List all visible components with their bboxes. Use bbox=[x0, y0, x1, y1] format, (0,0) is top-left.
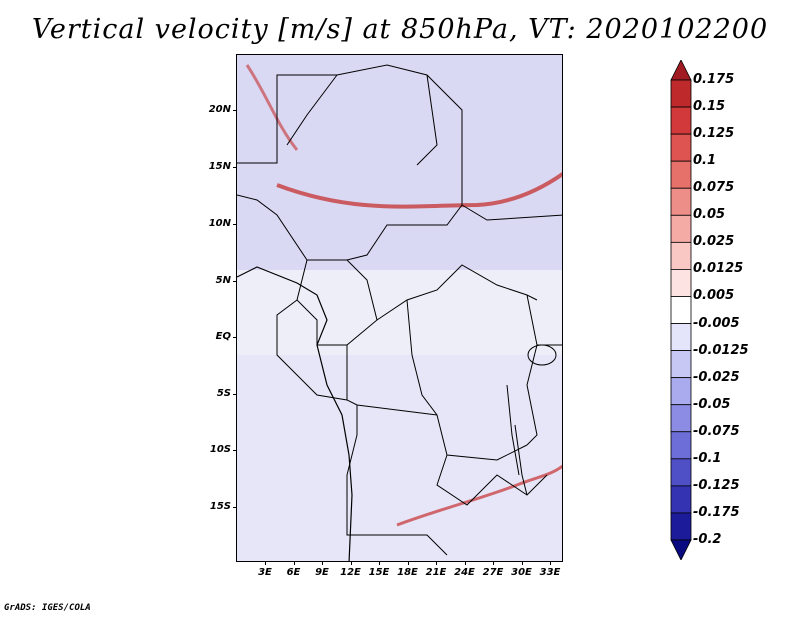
colorbar-label: 0.175 bbox=[693, 72, 735, 87]
lat-tick bbox=[233, 167, 237, 168]
lon-label: 30E bbox=[511, 567, 532, 578]
lat-tick bbox=[233, 110, 237, 111]
lon-label: 21E bbox=[425, 567, 447, 578]
software-credit: GrADS: IGES/COLA bbox=[4, 603, 91, 613]
lat-tick bbox=[233, 224, 237, 225]
lat-label: 5S bbox=[216, 388, 231, 399]
colorbar-label: 0.025 bbox=[693, 234, 735, 250]
colorbar-label: -0.005 bbox=[693, 315, 740, 331]
lat-tick bbox=[233, 507, 237, 508]
vertical-velocity-field bbox=[237, 55, 562, 561]
colorbar-label: -0.1 bbox=[693, 450, 722, 466]
colorbar-bin bbox=[670, 323, 692, 351]
lat-label: EQ bbox=[215, 331, 231, 342]
colorbar-label: 0.0125 bbox=[693, 261, 744, 277]
colorbar-bin bbox=[670, 458, 692, 487]
colorbar-bin bbox=[670, 296, 692, 324]
colorbar-label: 0.075 bbox=[693, 180, 735, 196]
lat-label: 20N bbox=[208, 104, 231, 115]
coastline bbox=[237, 266, 353, 561]
lon-label: 24E bbox=[454, 567, 475, 578]
lon-tick bbox=[521, 561, 523, 565]
colorbar-bin bbox=[670, 79, 692, 108]
lon-tick bbox=[379, 561, 380, 565]
strong-ascent-band-2 bbox=[396, 464, 562, 527]
lat-label: 15N bbox=[208, 161, 231, 172]
lat-tick bbox=[233, 337, 237, 338]
lon-tick bbox=[265, 561, 266, 565]
chart-title: Vertical velocity [m/s] at 850hPa, VT: 2… bbox=[31, 14, 769, 45]
lon-label: 12E bbox=[340, 567, 361, 578]
lon-label: 27E bbox=[482, 567, 504, 578]
colorbar-bin bbox=[670, 133, 692, 162]
colorbar-top-arrow bbox=[670, 60, 692, 81]
strong-ascent-band bbox=[276, 171, 562, 209]
colorbar-label: 0.005 bbox=[693, 288, 735, 304]
lon-tick bbox=[436, 561, 437, 565]
colorbar-label: -0.125 bbox=[693, 477, 740, 493]
colorbar-bin bbox=[670, 241, 692, 270]
colorbar-label: -0.2 bbox=[693, 532, 722, 547]
lat-label: 15S bbox=[209, 501, 231, 512]
colorbar-label: -0.075 bbox=[693, 423, 740, 439]
strong-ascent-band-3 bbox=[245, 64, 299, 151]
lon-tick bbox=[550, 561, 551, 565]
lon-tick bbox=[322, 561, 323, 565]
colorbar-bin bbox=[670, 214, 692, 243]
colorbar-label: -0.175 bbox=[693, 504, 740, 520]
lon-label: 18E bbox=[397, 567, 418, 578]
lon-label: 3E bbox=[258, 567, 272, 578]
colorbar bbox=[670, 60, 692, 560]
colorbar-label: 0.05 bbox=[693, 207, 726, 223]
lakes bbox=[506, 344, 557, 496]
colorbar-label: 0.125 bbox=[693, 126, 735, 142]
lat-label: 10S bbox=[209, 444, 231, 455]
colorbar-label: -0.0125 bbox=[693, 342, 749, 358]
colorbar-label: -0.05 bbox=[693, 396, 731, 412]
colorbar-bin bbox=[670, 187, 692, 216]
lon-label: 15E bbox=[368, 567, 390, 578]
lon-tick bbox=[407, 561, 409, 565]
lat-tick bbox=[233, 281, 237, 282]
colorbar-bin bbox=[670, 269, 692, 297]
lon-label: 33E bbox=[539, 567, 561, 578]
lon-tick bbox=[464, 561, 466, 565]
colorbar-bin bbox=[670, 160, 692, 189]
colorbar-bin bbox=[670, 431, 692, 460]
lat-tick bbox=[233, 450, 237, 451]
lat-tick bbox=[233, 394, 237, 395]
colorbar-bin bbox=[670, 106, 692, 135]
lon-label: 9E bbox=[315, 567, 329, 578]
colorbar-bin bbox=[670, 485, 692, 514]
colorbar-bottom-arrow bbox=[670, 539, 692, 560]
lon-label: 6E bbox=[286, 567, 301, 578]
lat-label: 10N bbox=[208, 218, 231, 229]
lat-label: 5N bbox=[215, 275, 231, 286]
colorbar-label: 0.15 bbox=[693, 99, 726, 115]
lon-tick bbox=[493, 561, 494, 565]
colorbar-bin bbox=[670, 404, 692, 433]
colorbar-label: -0.025 bbox=[693, 369, 740, 385]
colorbar-bin bbox=[670, 350, 692, 379]
colorbar-bin bbox=[670, 377, 692, 406]
map-panel bbox=[236, 54, 563, 562]
colorbar-label: 0.1 bbox=[693, 153, 717, 169]
lon-tick bbox=[350, 561, 352, 565]
lon-tick bbox=[293, 561, 295, 565]
country-borders bbox=[237, 64, 562, 556]
colorbar-bin bbox=[670, 512, 692, 541]
